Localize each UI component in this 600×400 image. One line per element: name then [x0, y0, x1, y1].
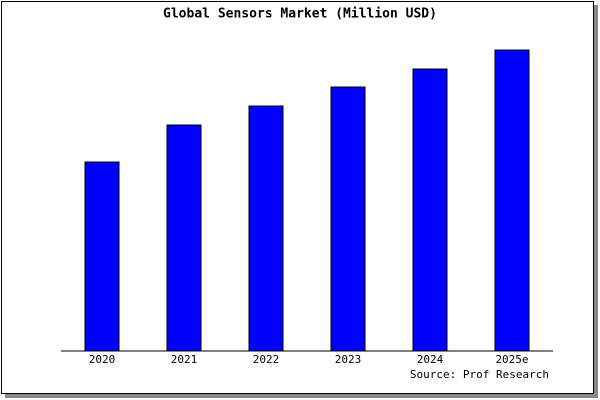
bar — [84, 161, 120, 352]
bar — [248, 105, 284, 352]
x-tick-label: 2024 — [417, 353, 444, 366]
bar — [494, 49, 530, 352]
bar — [330, 86, 366, 352]
bar — [412, 68, 448, 352]
x-tick-label: 2025e — [495, 353, 528, 366]
x-tick-label: 2021 — [171, 353, 198, 366]
x-tick-label: 2020 — [89, 353, 116, 366]
source-note: Source: Prof Research — [410, 368, 549, 381]
chart-title: Global Sensors Market (Million USD) — [163, 7, 437, 22]
x-tick-label: 2023 — [335, 353, 362, 366]
x-tick-label: 2022 — [253, 353, 280, 366]
plot-area — [61, 47, 553, 351]
bar — [166, 124, 202, 352]
